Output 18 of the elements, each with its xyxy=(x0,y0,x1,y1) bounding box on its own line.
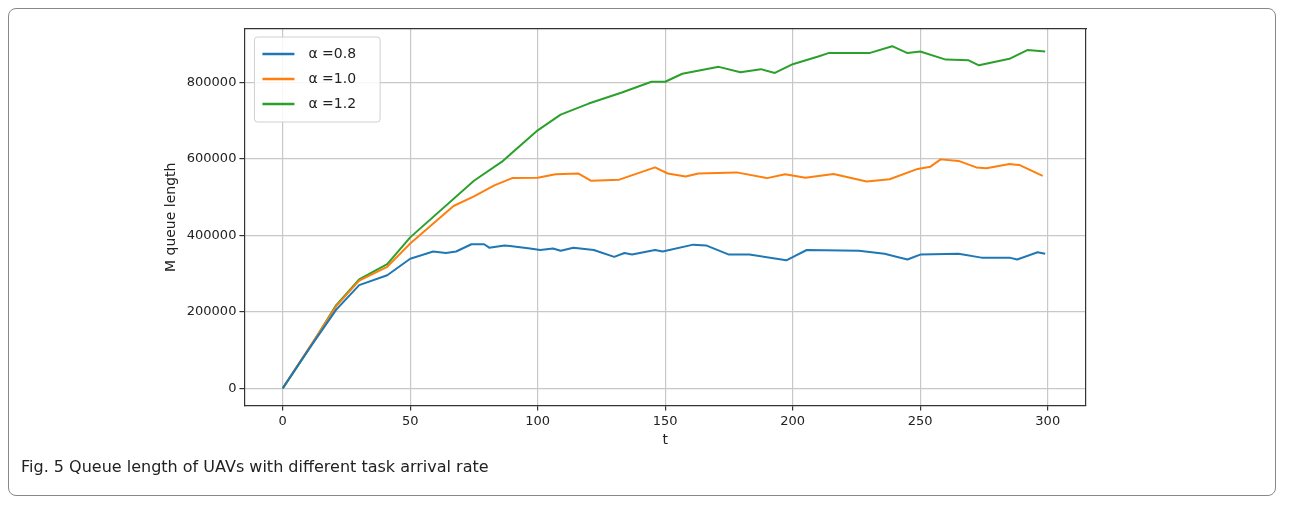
x-axis-title: t xyxy=(662,431,669,448)
y-tick-label: 800000 xyxy=(186,73,237,89)
legend-label: α =1.0 xyxy=(308,69,357,86)
y-tick-label: 0 xyxy=(228,379,237,395)
x-tick-label: 100 xyxy=(525,412,551,428)
x-tick-label: 0 xyxy=(278,412,287,428)
caption: Fig. 5 Queue length of UAVs with different task arrival rate xyxy=(21,457,489,476)
y-tick-label: 400000 xyxy=(186,226,237,242)
y-tick-label: 600000 xyxy=(186,150,237,166)
y-axis-title: M queue length xyxy=(162,162,179,273)
legend-label: α =1.2 xyxy=(308,94,357,111)
legend-label: α =0.8 xyxy=(308,44,357,61)
x-tick-label: 250 xyxy=(907,412,933,428)
x-tick-label: 150 xyxy=(652,412,678,428)
y-tick-label: 200000 xyxy=(186,303,237,319)
x-tick-label: 200 xyxy=(780,412,806,428)
x-tick-label: 300 xyxy=(1035,412,1061,428)
x-tick-label: 50 xyxy=(401,412,419,428)
